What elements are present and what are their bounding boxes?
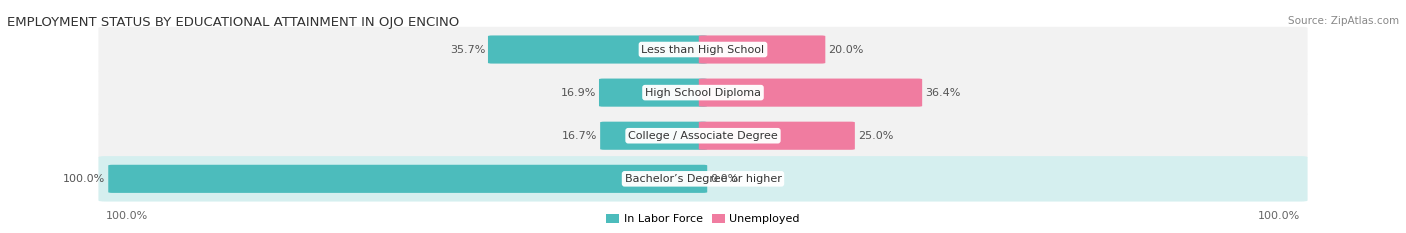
- Text: High School Diploma: High School Diploma: [645, 88, 761, 98]
- Text: 36.4%: 36.4%: [925, 88, 960, 98]
- Text: 100.0%: 100.0%: [105, 211, 148, 221]
- Text: 16.7%: 16.7%: [562, 131, 598, 141]
- Text: 100.0%: 100.0%: [1258, 211, 1301, 221]
- Text: College / Associate Degree: College / Associate Degree: [628, 131, 778, 141]
- Text: 25.0%: 25.0%: [858, 131, 893, 141]
- Text: 100.0%: 100.0%: [63, 174, 105, 184]
- Text: 16.9%: 16.9%: [561, 88, 596, 98]
- Text: Less than High School: Less than High School: [641, 45, 765, 55]
- Text: EMPLOYMENT STATUS BY EDUCATIONAL ATTAINMENT IN OJO ENCINO: EMPLOYMENT STATUS BY EDUCATIONAL ATTAINM…: [7, 16, 460, 29]
- Text: 20.0%: 20.0%: [828, 45, 863, 55]
- Text: Source: ZipAtlas.com: Source: ZipAtlas.com: [1288, 16, 1399, 26]
- Text: 35.7%: 35.7%: [450, 45, 485, 55]
- Text: 0.0%: 0.0%: [710, 174, 738, 184]
- Legend: In Labor Force, Unemployed: In Labor Force, Unemployed: [602, 209, 804, 229]
- Text: Bachelor’s Degree or higher: Bachelor’s Degree or higher: [624, 174, 782, 184]
